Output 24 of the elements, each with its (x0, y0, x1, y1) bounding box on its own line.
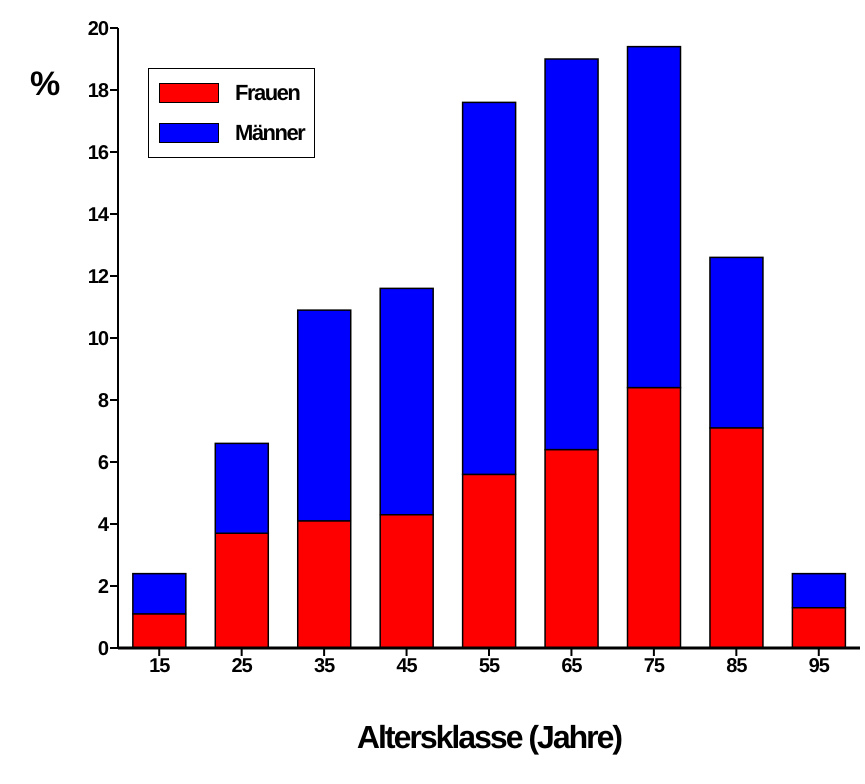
x-tick-label: 55 (478, 655, 500, 678)
x-tick-label: 75 (644, 655, 665, 678)
x-tick-label: 45 (396, 655, 418, 678)
x-tick-label: 95 (808, 655, 830, 678)
x-axis-title: Altersklasse (Jahre) (356, 719, 622, 755)
y-tick-label: 18 (88, 80, 109, 102)
legend-label: Männer (235, 120, 304, 146)
y-tick-label: 20 (88, 18, 109, 40)
x-tick-label: 85 (726, 655, 748, 678)
y-tick-label: 14 (88, 204, 110, 226)
y-tick-label: 8 (98, 390, 109, 412)
y-tick-label: 16 (88, 142, 109, 164)
y-tick-label: 10 (88, 328, 109, 350)
legend-label: Frauen (235, 80, 300, 106)
y-tick-label: 2 (98, 576, 109, 598)
x-tick-label: 25 (232, 655, 253, 678)
y-tick-label: 4 (98, 514, 110, 536)
y-tick-label: 6 (98, 452, 109, 474)
y-tick-label: 0 (98, 638, 109, 660)
x-tick-label: 15 (149, 655, 170, 678)
x-tick-label: 35 (314, 655, 336, 678)
y-tick-label: 12 (88, 266, 109, 288)
y-axis-title: % (30, 65, 60, 103)
x-tick-label: 65 (561, 655, 582, 678)
